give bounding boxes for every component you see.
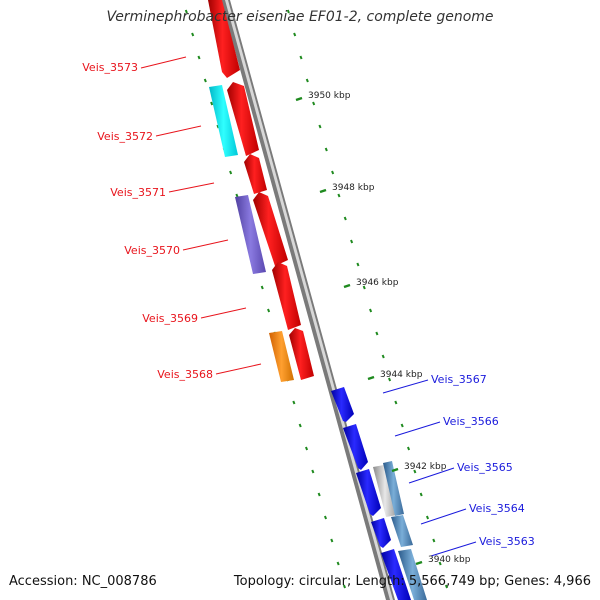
- gene-arrow-veis-3571: [244, 154, 267, 194]
- neighbour-gene-steel-1: [383, 461, 404, 516]
- gene-label-veis-3572[interactable]: Veis_3572: [97, 130, 153, 143]
- kb-tick-label: 3942 kbp: [404, 462, 447, 472]
- kb-tick-mark: [319, 188, 327, 194]
- gene-arrow-veis-3568: [289, 328, 314, 380]
- kb-tick-label: 3950 kbp: [308, 91, 351, 101]
- gene-label-veis-3563[interactable]: Veis_3563: [479, 535, 535, 548]
- gene-label-veis-3573[interactable]: Veis_3573: [82, 61, 138, 74]
- neighbour-gene-cyan: [209, 85, 238, 157]
- gene-arrow-veis-3570: [253, 192, 288, 266]
- gene-leader-line: [408, 467, 455, 484]
- gene-arrow-veis-3569: [272, 262, 301, 330]
- gene-leader-line: [382, 379, 429, 394]
- neighbour-gene-purple: [235, 195, 266, 274]
- kb-tick-label: 3940 kbp: [428, 555, 471, 565]
- gene-label-veis-3566[interactable]: Veis_3566: [443, 415, 499, 428]
- gene-leader-line: [215, 363, 262, 375]
- gene-label-veis-3569[interactable]: Veis_3569: [142, 312, 198, 325]
- gene-leader-line: [140, 56, 187, 69]
- kb-tick-label: 3946 kbp: [356, 278, 399, 288]
- gene-label-veis-3564[interactable]: Veis_3564: [469, 502, 525, 515]
- gene-arrow-veis-3573: [208, 0, 240, 78]
- kb-tick-mark: [415, 560, 423, 566]
- gene-arrow-veis-3572: [227, 82, 259, 156]
- kb-tick-mark: [343, 283, 351, 289]
- gene-label-veis-3565[interactable]: Veis_3565: [457, 461, 513, 474]
- kb-tick-mark: [295, 96, 303, 102]
- neighbour-gene-steel-2: [391, 515, 413, 547]
- gene-leader-line: [430, 541, 477, 557]
- gene-leader-line: [200, 307, 247, 319]
- gene-arrow-veis-3566: [343, 424, 368, 470]
- neighbour-gene-grey: [373, 465, 397, 517]
- gene-leader-line: [394, 421, 441, 437]
- gene-label-veis-3570[interactable]: Veis_3570: [124, 244, 180, 257]
- kb-tick-label: 3944 kbp: [380, 370, 423, 380]
- neighbour-gene-track: [209, 85, 427, 600]
- gene-leader-line: [168, 182, 215, 193]
- gene-leader-line: [182, 239, 229, 251]
- tick-label-layer: 3950 kbp 3948 kbp 3946 kbp 3944 kbp 3942 kbp…: [295, 91, 471, 566]
- kb-tick-label: 3948 kbp: [332, 183, 375, 193]
- gene-leader-line: [420, 508, 467, 525]
- gene-label-veis-3571[interactable]: Veis_3571: [110, 186, 166, 199]
- neighbour-gene-orange: [269, 331, 294, 382]
- kb-tick-mark: [391, 467, 399, 473]
- accession-text: Accession: NC_008786: [9, 574, 157, 589]
- gene-label-layer: Veis_3573 Veis_3572 Veis_3571 Veis_3570 Veis…: [82, 56, 535, 557]
- main-gene-track: [208, 0, 411, 600]
- gene-arrow-veis-3565: [356, 469, 381, 516]
- gene-leader-line: [155, 125, 202, 137]
- gene-arrow-veis-3564: [371, 518, 391, 548]
- gene-arrow-veis-3567: [331, 387, 354, 422]
- gene-arrow-veis-3563: [381, 549, 411, 600]
- neighbour-gene-steel-3: [398, 549, 427, 600]
- kb-tick-mark: [367, 375, 375, 381]
- genome-stats-text: Topology: circular; Length: 5,566,749 bp…: [233, 574, 591, 589]
- genome-title: Verminephrobacter eiseniae EF01-2, compl…: [106, 9, 494, 25]
- gene-label-veis-3567[interactable]: Veis_3567: [431, 373, 487, 386]
- gene-label-veis-3568[interactable]: Veis_3568: [157, 368, 213, 381]
